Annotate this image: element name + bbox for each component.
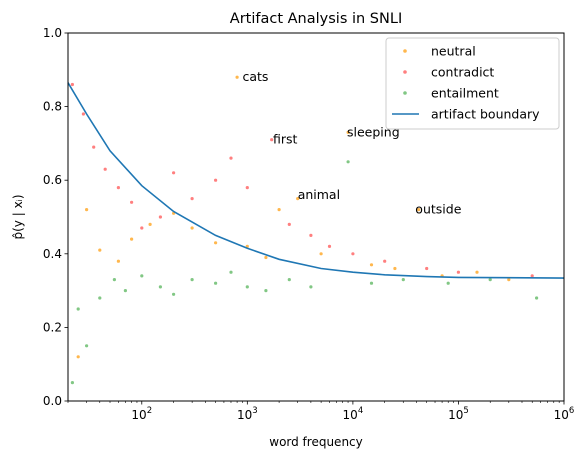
contradict-point <box>158 215 162 219</box>
neutral-point <box>296 197 300 201</box>
y-tick-label: 1.0 <box>43 26 62 40</box>
entailment-point <box>401 278 405 282</box>
contradict-point <box>351 252 355 256</box>
annotation-first: first <box>273 132 298 147</box>
entailment-point <box>112 278 116 282</box>
entailment-point <box>369 281 374 285</box>
entailment-point <box>346 160 350 164</box>
x-tick-label: 106 <box>554 406 575 422</box>
contradict-point <box>70 82 74 87</box>
entailment-point <box>85 344 89 348</box>
legend-label-contradict: contradict <box>431 65 494 80</box>
entailment-point <box>123 289 127 293</box>
neutral-point <box>369 263 374 267</box>
contradict-point <box>92 145 96 149</box>
contradict-point <box>81 112 85 116</box>
neutral-point <box>214 241 218 245</box>
neutral-point <box>346 130 350 134</box>
legend-label-neutral: neutral <box>431 44 476 59</box>
plot-frame <box>67 32 565 402</box>
neutral-point <box>393 266 397 271</box>
legend-box <box>385 37 560 130</box>
x-tick-label: 102 <box>131 406 152 422</box>
neutral-point <box>235 75 239 79</box>
contradict-point <box>229 156 233 160</box>
artifact-boundary-line <box>67 82 565 279</box>
entailment-point <box>190 278 194 282</box>
entailment-point <box>245 285 249 289</box>
entailment-point <box>264 289 268 293</box>
x-tick-label: 104 <box>343 406 364 422</box>
entailment-point <box>229 270 233 274</box>
neutral-point <box>76 355 80 359</box>
contradict-point <box>190 197 194 201</box>
neutral-point <box>148 222 152 226</box>
entailment-point <box>214 281 218 285</box>
entailment-point <box>535 296 539 300</box>
annotation-cats: cats <box>243 69 269 84</box>
legend: neutral contradict entailment artifact boun… <box>385 37 560 130</box>
y-axis: 0.0 0.2 0.4 0.6 0.8 1.0 <box>43 26 68 408</box>
entailment-point <box>172 292 176 296</box>
contradict-point <box>383 259 387 263</box>
y-tick-label: 0.8 <box>43 100 62 114</box>
contradict-point <box>309 233 313 237</box>
neutral-point <box>277 208 281 212</box>
legend-marker-neutral <box>403 49 407 53</box>
contradict-point <box>327 244 332 248</box>
contradict-point <box>425 266 429 271</box>
entailment-point <box>98 296 102 300</box>
entailment-point <box>446 281 450 285</box>
contradict-point <box>214 178 218 182</box>
contradict-point <box>530 274 534 278</box>
x-tick-label: 103 <box>237 406 258 422</box>
x-axis-title: word frequency <box>269 435 363 449</box>
neutral-point <box>98 248 102 252</box>
neutral-point <box>319 252 323 256</box>
x-axis: 102 103 104 105 106 <box>67 401 575 422</box>
contradict-point <box>287 222 291 226</box>
contradict-point <box>116 186 120 190</box>
y-axis-title: p̂(y | xᵢ) <box>11 195 25 240</box>
scatter-layer <box>70 75 539 385</box>
contradict-point <box>270 138 274 142</box>
y-tick-label: 0.6 <box>43 173 62 187</box>
legend-label-entailment: entailment <box>431 86 499 101</box>
entailment-point <box>140 274 144 278</box>
entailment-point <box>158 285 162 289</box>
entailment-point <box>287 278 291 282</box>
neutral-point <box>475 270 479 274</box>
contradict-point <box>245 186 249 190</box>
annotation-outside: outside <box>415 202 461 217</box>
contradict-point <box>456 270 460 274</box>
contradict-point <box>130 200 134 204</box>
legend-marker-contradict <box>403 70 407 74</box>
y-tick-label: 0.4 <box>43 247 62 261</box>
legend-label-artifact-boundary: artifact boundary <box>431 107 540 122</box>
neutral-point <box>190 226 194 230</box>
entailment-point <box>70 381 74 385</box>
annotation-animal: animal <box>298 187 340 202</box>
neutral-point <box>264 255 268 260</box>
neutral-point <box>85 208 89 212</box>
entailment-point <box>76 307 80 311</box>
contradict-point <box>140 226 144 230</box>
entailment-point <box>309 285 313 289</box>
line-layer <box>67 82 565 279</box>
neutral-point <box>417 208 421 212</box>
neutral-point <box>130 237 134 241</box>
y-tick-label: 0.0 <box>43 394 62 408</box>
legend-marker-entailment <box>403 91 407 95</box>
contradict-point <box>103 167 107 171</box>
y-tick-label: 0.2 <box>43 320 62 334</box>
chart-title: Artifact Analysis in SNLI <box>230 11 402 27</box>
neutral-point <box>507 278 511 282</box>
entailment-point <box>488 278 492 282</box>
x-tick-label: 105 <box>448 406 469 422</box>
neutral-point <box>116 259 120 263</box>
contradict-point <box>172 171 176 175</box>
